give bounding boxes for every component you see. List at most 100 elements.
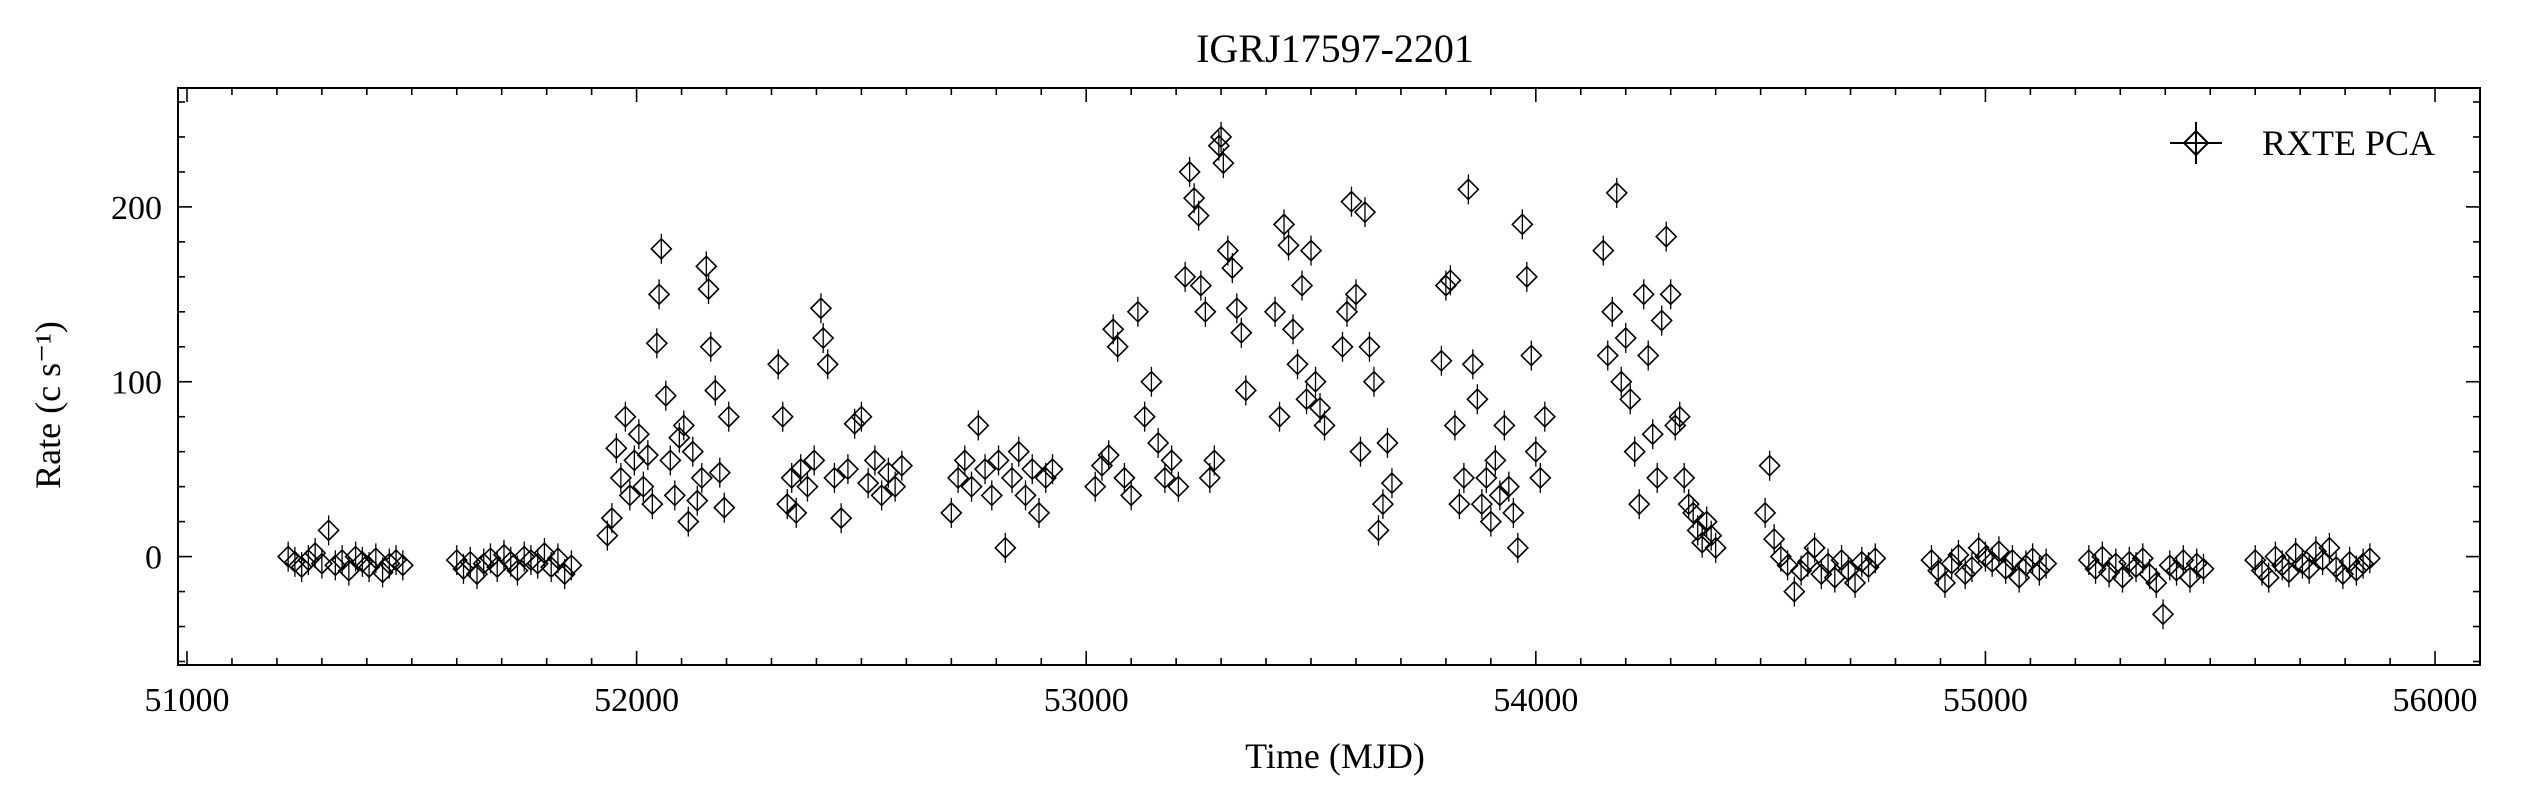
data-point bbox=[659, 445, 682, 476]
data-point bbox=[809, 293, 833, 324]
data-point bbox=[647, 279, 671, 310]
data-point bbox=[1457, 174, 1480, 205]
x-tick-label: 56000 bbox=[2393, 682, 2478, 719]
data-point bbox=[641, 489, 664, 520]
data-point bbox=[1933, 567, 1957, 598]
data-point bbox=[1212, 148, 1235, 179]
data-point bbox=[650, 233, 673, 264]
data-point bbox=[627, 419, 650, 450]
data-point bbox=[1000, 462, 1024, 493]
data-point bbox=[310, 548, 334, 579]
data-point bbox=[812, 323, 835, 354]
data-point bbox=[1308, 392, 1332, 423]
data-point bbox=[677, 506, 700, 537]
data-point bbox=[1286, 349, 1309, 380]
data-point bbox=[1632, 279, 1655, 310]
data-point bbox=[1439, 265, 1462, 296]
data-point bbox=[1014, 480, 1037, 511]
data-point bbox=[1007, 436, 1030, 467]
data-point bbox=[1628, 489, 1651, 520]
data-point bbox=[789, 454, 812, 485]
data-point bbox=[2192, 553, 2215, 584]
data-point bbox=[890, 450, 914, 481]
data-point bbox=[1120, 480, 1143, 511]
data-point bbox=[1216, 235, 1239, 266]
data-point bbox=[2318, 532, 2341, 563]
data-point bbox=[2001, 545, 2024, 576]
data-point bbox=[391, 550, 414, 581]
data-point bbox=[767, 349, 790, 380]
data-point bbox=[1230, 317, 1253, 348]
data-point bbox=[690, 462, 713, 493]
data-point bbox=[546, 543, 570, 574]
data-point bbox=[1619, 384, 1642, 415]
data-point bbox=[1520, 340, 1543, 371]
data-point bbox=[857, 468, 880, 499]
data-point bbox=[1106, 331, 1129, 362]
data-point bbox=[1803, 532, 1826, 563]
data-point bbox=[1133, 401, 1156, 432]
y-tick-label: 100 bbox=[111, 365, 162, 402]
data-point bbox=[1331, 331, 1354, 362]
data-point bbox=[1281, 314, 1305, 345]
data-point bbox=[636, 440, 659, 471]
data-point bbox=[2034, 548, 2058, 579]
chart-title: IGRJ17597-2201 bbox=[1196, 26, 1474, 71]
data-point bbox=[1655, 221, 1678, 252]
data-point bbox=[953, 445, 976, 476]
data-point bbox=[1362, 366, 1386, 397]
data-point bbox=[1344, 279, 1368, 310]
data-point bbox=[803, 445, 826, 476]
data-point bbox=[2257, 562, 2280, 593]
data-point bbox=[870, 480, 893, 511]
data-point bbox=[1758, 450, 1781, 481]
data-point bbox=[816, 349, 839, 380]
data-point bbox=[785, 497, 808, 528]
data-point bbox=[699, 331, 722, 362]
data-point bbox=[614, 401, 637, 432]
data-point bbox=[1194, 296, 1217, 327]
data-point bbox=[1097, 440, 1120, 471]
data-point bbox=[681, 436, 704, 467]
data-point bbox=[1470, 489, 1493, 520]
data-point bbox=[1493, 410, 1516, 441]
y-tick-label: 200 bbox=[111, 190, 162, 227]
data-point bbox=[1479, 506, 1502, 537]
data-point bbox=[1263, 296, 1287, 327]
data-point bbox=[645, 328, 668, 359]
data-point bbox=[632, 471, 655, 502]
data-point bbox=[717, 401, 740, 432]
data-point bbox=[1650, 305, 1673, 336]
data-point bbox=[994, 532, 1017, 563]
data-point bbox=[967, 410, 990, 441]
data-point bbox=[1511, 209, 1534, 240]
data-point bbox=[1041, 454, 1064, 485]
data-point bbox=[1203, 445, 1226, 476]
data-point bbox=[1637, 340, 1660, 371]
data-point bbox=[1475, 462, 1498, 493]
data-point bbox=[1691, 527, 1714, 558]
data-point bbox=[1864, 543, 1887, 574]
data-point bbox=[1641, 419, 1664, 450]
data-points bbox=[277, 121, 2381, 630]
data-point bbox=[973, 454, 997, 485]
data-point bbox=[1529, 462, 1552, 493]
data-point bbox=[1623, 436, 1646, 467]
data-point bbox=[1380, 468, 1404, 499]
data-point bbox=[883, 471, 907, 502]
data-point bbox=[708, 457, 731, 488]
data-point bbox=[1947, 539, 1970, 570]
data-point bbox=[1843, 567, 1867, 598]
data-point bbox=[1335, 296, 1359, 327]
data-point bbox=[1533, 401, 1556, 432]
data-point bbox=[1182, 183, 1206, 214]
data-point bbox=[836, 454, 860, 485]
data-point bbox=[1358, 331, 1381, 362]
data-point bbox=[1140, 366, 1163, 397]
data-point bbox=[1610, 366, 1633, 397]
x-tick-label: 52000 bbox=[594, 682, 679, 719]
data-point bbox=[1596, 340, 1619, 371]
data-point bbox=[1614, 323, 1637, 354]
data-point bbox=[1502, 497, 1525, 528]
data-point bbox=[2131, 543, 2154, 574]
